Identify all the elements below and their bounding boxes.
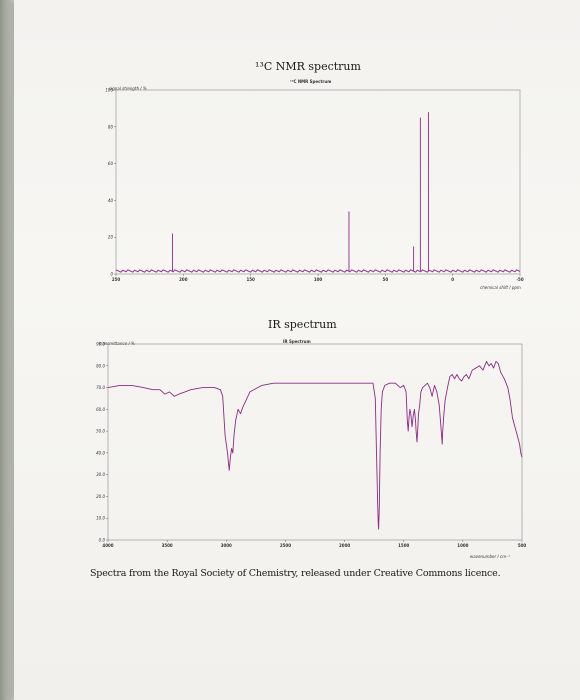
- ir-y-tick-label: 70.0: [96, 385, 105, 390]
- ir-y-tick-label: 20.0: [96, 494, 105, 499]
- nmr-x-tick-label: 250: [112, 277, 121, 282]
- nmr-x-tick-label: 200: [179, 277, 188, 282]
- ir-x-axis-label: wavenumber / cm⁻¹: [470, 554, 510, 559]
- ir-chart: 4000 3500 3000 2500 2000 1500 1000 500 0.0 10.0 20…: [96, 342, 526, 549]
- nmr-y-tick-label: 100: [105, 88, 113, 93]
- ir-x-tick-label: 3000: [221, 543, 232, 548]
- paper-sheet: [14, 0, 580, 700]
- ir-x-tick-label: 1000: [457, 543, 468, 548]
- nmr-x-tick-label: 0: [451, 277, 454, 282]
- nmr-chart: 250 200 150 100 50 0 -50 0 20 40 60 80 100: [105, 88, 523, 283]
- nmr-x-axis-label: chemical shift / ppm: [480, 285, 521, 290]
- nmr-plot-frame: [115, 89, 521, 275]
- ir-x-tick-label: 500: [518, 543, 527, 548]
- ir-chart-title: IR spectrum: [268, 318, 337, 331]
- ir-x-tick-label: 2000: [339, 543, 350, 548]
- nmr-x-tick-label: 50: [383, 277, 389, 282]
- nmr-y-tick-label: 40: [108, 198, 114, 203]
- ir-x-tick-label: 1500: [398, 543, 409, 548]
- ir-y-tick-label: 40.0: [96, 450, 105, 455]
- nmr-x-tick-label: -50: [516, 277, 523, 282]
- nmr-chart-subtitle: ¹³C NMR Spectrum: [290, 79, 332, 84]
- nmr-x-tick-label: 150: [246, 277, 255, 282]
- nmr-y-axis-label: signal strength / %: [109, 86, 147, 91]
- ir-y-tick-label: 0.0: [99, 538, 106, 543]
- ir-transmittance-line: [107, 360, 523, 530]
- ir-x-tick-label: 2500: [280, 543, 291, 548]
- ir-chart-subtitle: IR Spectrum: [283, 339, 311, 344]
- ir-plot-frame: [107, 343, 523, 541]
- ir-y-tick-label: 90.0: [96, 342, 105, 347]
- ir-y-tick-label: 30.0: [96, 472, 105, 477]
- nmr-y-tick-label: 20: [108, 235, 114, 240]
- source-caption: Spectra from the Royal Society of Chemis…: [90, 568, 501, 579]
- ir-x-tick-label: 3500: [162, 543, 173, 548]
- nmr-x-tick-label: 100: [314, 277, 323, 282]
- ir-y-tick-label: 10.0: [96, 516, 105, 521]
- nmr-y-tick-label: 0: [110, 272, 113, 277]
- nmr-chart-title: ¹³C NMR spectrum: [255, 60, 361, 73]
- ir-y-tick-label: 60.0: [96, 407, 105, 412]
- nmr-y-tick-label: 80: [108, 124, 114, 129]
- ir-y-axis-label: transmittance / %: [99, 341, 135, 346]
- nmr-baseline: [115, 269, 521, 273]
- ir-y-tick-label: 80.0: [96, 363, 105, 368]
- ir-y-tick-label: 50.0: [96, 429, 105, 434]
- ir-x-tick-label: 4000: [102, 543, 113, 548]
- nmr-y-tick-label: 60: [108, 161, 114, 166]
